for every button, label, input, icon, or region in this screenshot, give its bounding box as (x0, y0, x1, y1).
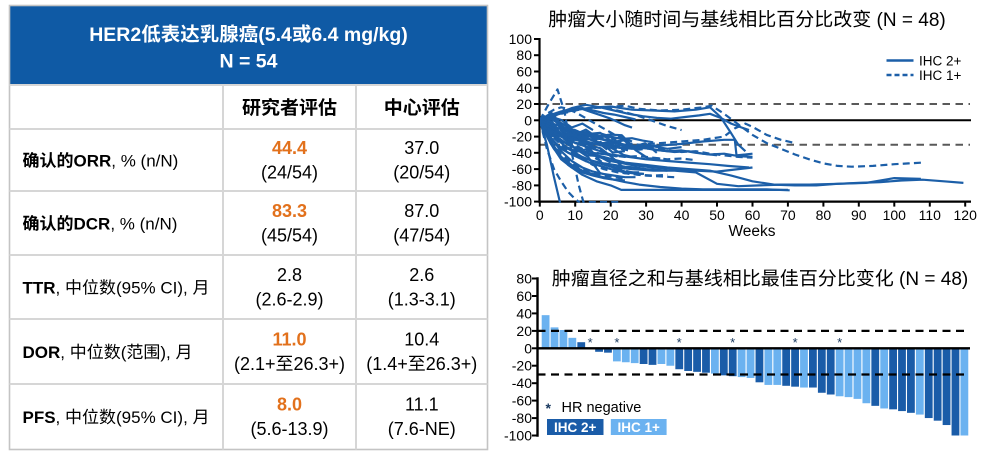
svg-text:IHC 2+: IHC 2+ (554, 420, 597, 435)
svg-text:50: 50 (709, 207, 725, 223)
svg-text:(1.3-3.1): (1.3-3.1) (388, 289, 456, 309)
svg-text:-80: -80 (512, 410, 532, 426)
svg-text:120: 120 (954, 207, 978, 223)
svg-text:110: 110 (919, 207, 942, 223)
svg-text:*: * (677, 335, 682, 350)
svg-text:-60: -60 (512, 161, 532, 177)
svg-text:10: 10 (567, 207, 583, 223)
svg-text:70: 70 (780, 207, 796, 223)
svg-text:HER2: HER2 (89, 24, 141, 46)
svg-text:-20: -20 (512, 358, 532, 374)
svg-text:80: 80 (816, 207, 832, 223)
svg-text:20: 20 (516, 323, 532, 339)
svg-text:,: , (56, 278, 65, 297)
svg-text:DOR: DOR (23, 343, 61, 362)
svg-text:(95% CI),: (95% CI), (116, 408, 193, 427)
svg-text:20: 20 (603, 207, 619, 223)
svg-text:,: , (60, 343, 69, 362)
svg-text:8.0: 8.0 (277, 395, 302, 415)
svg-text:(N = 48): (N = 48) (894, 269, 968, 290)
svg-text:),: ), (160, 343, 175, 362)
svg-text:(5.4: (5.4 (258, 24, 292, 46)
svg-text:*: * (793, 335, 798, 350)
svg-text:(7.6-NE): (7.6-NE) (388, 419, 456, 439)
svg-text:10.4: 10.4 (404, 330, 439, 350)
svg-text:100: 100 (883, 207, 907, 223)
svg-text:60: 60 (516, 64, 532, 80)
svg-text:(24/54): (24/54) (261, 162, 318, 182)
svg-text:11.0: 11.0 (272, 330, 306, 350)
svg-text:(N = 48): (N = 48) (871, 10, 945, 31)
svg-text:26.3+): 26.3+) (293, 354, 345, 374)
svg-text:0: 0 (536, 207, 544, 223)
svg-text:44.4: 44.4 (272, 138, 307, 158)
svg-text:(: ( (121, 343, 127, 362)
svg-text:DCR: DCR (74, 214, 111, 233)
svg-text:40: 40 (516, 305, 532, 321)
svg-text:TTR: TTR (23, 278, 56, 297)
svg-text:80: 80 (516, 271, 532, 287)
svg-text:N = 54: N = 54 (220, 50, 278, 72)
svg-text:20: 20 (516, 96, 532, 112)
svg-text:-100: -100 (504, 194, 532, 210)
svg-text:100: 100 (509, 31, 533, 47)
svg-text:26.3+): 26.3+) (426, 354, 478, 374)
svg-text:-40: -40 (512, 375, 532, 391)
svg-text:*: * (614, 335, 619, 350)
svg-text:(5.6-13.9): (5.6-13.9) (250, 419, 328, 439)
svg-text:2.8: 2.8 (277, 265, 302, 285)
svg-text:(2.6-2.9): (2.6-2.9) (255, 289, 323, 309)
svg-text:30: 30 (638, 207, 654, 223)
svg-text:40: 40 (674, 207, 690, 223)
svg-text:(20/54): (20/54) (393, 162, 450, 182)
svg-text:-100: -100 (504, 428, 532, 444)
svg-text:PFS: PFS (23, 408, 56, 427)
svg-text:-20: -20 (512, 129, 532, 145)
svg-text:60: 60 (516, 288, 532, 304)
svg-text:6.4 mg/kg): 6.4 mg/kg) (311, 24, 407, 46)
svg-text:Weeks: Weeks (728, 223, 775, 240)
svg-text:(1.4+: (1.4+ (366, 354, 408, 374)
svg-text:, % (n/N): , % (n/N) (111, 151, 178, 170)
svg-text:(47/54): (47/54) (393, 225, 450, 245)
svg-text:IHC 1+: IHC 1+ (919, 68, 962, 83)
svg-text:-60: -60 (512, 393, 532, 409)
svg-text:40: 40 (516, 80, 532, 96)
svg-text:60: 60 (745, 207, 761, 223)
svg-text:90: 90 (851, 207, 867, 223)
svg-text:ORR: ORR (74, 151, 112, 170)
svg-text:-80: -80 (512, 177, 532, 193)
svg-text:0: 0 (524, 112, 532, 128)
svg-text:, % (n/N): , % (n/N) (110, 214, 177, 233)
svg-text:80: 80 (516, 47, 532, 63)
svg-text:IHC 2+: IHC 2+ (919, 53, 962, 68)
svg-text:(95% CI),: (95% CI), (116, 278, 193, 297)
svg-text:*: * (588, 335, 593, 350)
svg-text:*: * (837, 335, 842, 350)
svg-text:,: , (56, 408, 65, 427)
svg-text:11.1: 11.1 (405, 395, 439, 415)
svg-text:83.3: 83.3 (272, 201, 307, 221)
svg-text:(45/54): (45/54) (261, 225, 318, 245)
svg-text:0: 0 (524, 340, 532, 356)
svg-text:*: * (730, 335, 735, 350)
svg-text:(2.1+: (2.1+ (234, 354, 276, 374)
svg-text:37.0: 37.0 (404, 138, 439, 158)
svg-text:*: * (546, 400, 552, 416)
svg-text:2.6: 2.6 (409, 265, 434, 285)
svg-text:HR negative: HR negative (562, 400, 642, 416)
svg-text:87.0: 87.0 (404, 201, 439, 221)
svg-text:IHC 1+: IHC 1+ (617, 420, 660, 435)
svg-text:-40: -40 (512, 145, 532, 161)
